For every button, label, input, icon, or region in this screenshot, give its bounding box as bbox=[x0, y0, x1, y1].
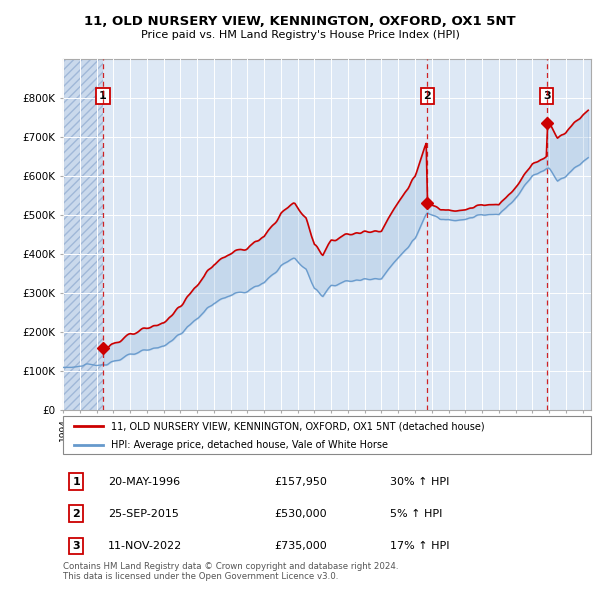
Text: 11, OLD NURSERY VIEW, KENNINGTON, OXFORD, OX1 5NT: 11, OLD NURSERY VIEW, KENNINGTON, OXFORD… bbox=[84, 15, 516, 28]
Text: 11-NOV-2022: 11-NOV-2022 bbox=[108, 541, 182, 551]
Text: Contains HM Land Registry data © Crown copyright and database right 2024.
This d: Contains HM Land Registry data © Crown c… bbox=[63, 562, 398, 581]
Text: HPI: Average price, detached house, Vale of White Horse: HPI: Average price, detached house, Vale… bbox=[110, 440, 388, 450]
Text: 3: 3 bbox=[543, 91, 551, 101]
Text: £157,950: £157,950 bbox=[274, 477, 327, 487]
Text: £735,000: £735,000 bbox=[274, 541, 327, 551]
Text: 2: 2 bbox=[424, 91, 431, 101]
Bar bbox=[63, 59, 103, 410]
Bar bbox=[63, 59, 103, 410]
Text: Price paid vs. HM Land Registry's House Price Index (HPI): Price paid vs. HM Land Registry's House … bbox=[140, 30, 460, 40]
Text: 5% ↑ HPI: 5% ↑ HPI bbox=[391, 509, 443, 519]
Text: 1: 1 bbox=[99, 91, 107, 101]
Text: 30% ↑ HPI: 30% ↑ HPI bbox=[391, 477, 450, 487]
Text: 17% ↑ HPI: 17% ↑ HPI bbox=[391, 541, 450, 551]
Text: 11, OLD NURSERY VIEW, KENNINGTON, OXFORD, OX1 5NT (detached house): 11, OLD NURSERY VIEW, KENNINGTON, OXFORD… bbox=[110, 421, 484, 431]
Text: 25-SEP-2015: 25-SEP-2015 bbox=[108, 509, 179, 519]
Text: 20-MAY-1996: 20-MAY-1996 bbox=[108, 477, 180, 487]
Text: 3: 3 bbox=[73, 541, 80, 551]
Text: £530,000: £530,000 bbox=[274, 509, 327, 519]
Text: 1: 1 bbox=[73, 477, 80, 487]
Text: 2: 2 bbox=[73, 509, 80, 519]
